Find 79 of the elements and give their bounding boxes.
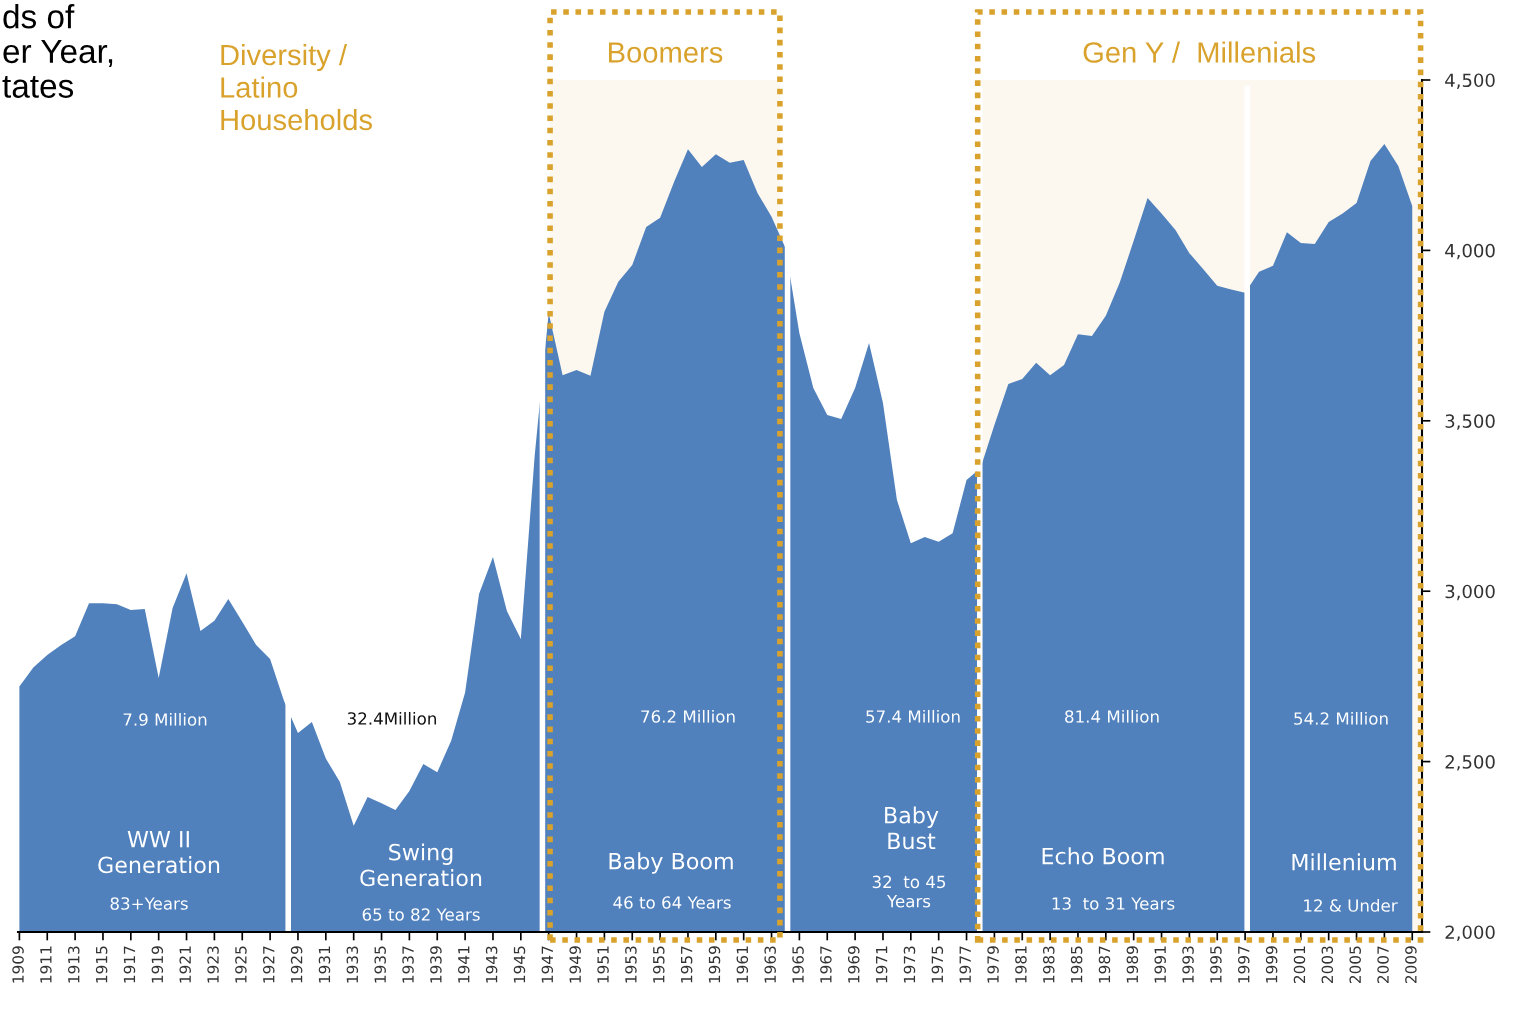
x-tick-label: 1911 <box>40 946 52 983</box>
x-tick-label: 2005 <box>1349 946 1361 983</box>
x-tick-label: 1925 <box>235 946 247 983</box>
x-tick-label: 1957 <box>680 946 693 983</box>
x-tick-label: 1973 <box>903 946 916 983</box>
x-tick-label: 1923 <box>207 946 219 983</box>
annotation: 81.4 Million <box>1065 709 1159 723</box>
x-tick-label: 1913 <box>67 946 80 983</box>
x-tick-label: 1981 <box>1015 946 1027 983</box>
annotation: 32.4Million <box>347 711 436 725</box>
y-tick-label: 2,500 <box>1445 755 1495 771</box>
x-tick-label: 1937 <box>402 946 414 983</box>
annotation: Diversity / Latino Households <box>221 43 372 131</box>
x-tick-label: 1953 <box>625 946 637 983</box>
x-tick-label: 1949 <box>569 946 581 983</box>
x-tick-label: 1909 <box>12 946 24 983</box>
annotation: Echo Boom <box>1042 847 1164 865</box>
band-label: Gen Y / Millenials <box>1083 41 1316 63</box>
y-tick-label: 2,000 <box>1445 925 1495 941</box>
x-tick-label: 2009 <box>1405 946 1417 983</box>
x-tick-label: 1961 <box>736 946 749 983</box>
annotation: 83+Years <box>110 897 188 910</box>
x-tick-label: 1975 <box>931 946 944 983</box>
x-tick-label: 2007 <box>1377 946 1389 983</box>
x-tick-label: 1927 <box>262 946 275 983</box>
annotation: 76.2 Million <box>641 709 735 723</box>
x-tick-label: 1935 <box>374 946 386 983</box>
annotation: 12 & Under <box>1304 898 1398 912</box>
chart-title: ds of er Year, tates <box>2 4 113 98</box>
annotation: 13 to 31 Years <box>1052 897 1175 910</box>
x-tick-label: 1995 <box>1210 946 1222 983</box>
annotation: Baby Boom <box>609 852 733 874</box>
x-tick-label: 1997 <box>1237 946 1250 983</box>
x-tick-label: 1977 <box>959 946 971 983</box>
x-tick-label: 1993 <box>1182 946 1194 983</box>
x-tick-label: 2003 <box>1321 946 1334 983</box>
x-tick-label: 1931 <box>318 946 331 983</box>
x-tick-label: 1987 <box>1098 946 1111 983</box>
x-tick-label: 1939 <box>430 946 442 983</box>
band-label: Boomers <box>609 42 723 63</box>
x-tick-label: 2001 <box>1293 946 1306 983</box>
x-tick-label: 1929 <box>290 946 303 983</box>
annotation: WW II Generation <box>98 831 220 874</box>
y-tick-label: 4,000 <box>1445 243 1495 260</box>
x-tick-label: 1945 <box>513 946 526 983</box>
x-tick-label: 1921 <box>179 946 191 983</box>
x-tick-label: 1983 <box>1042 946 1055 983</box>
y-tick-label: 3,000 <box>1445 584 1495 601</box>
x-tick-label: 1969 <box>847 946 860 983</box>
annotation: Swing Generation <box>360 843 482 887</box>
x-tick-label: 1917 <box>123 946 136 983</box>
x-tick-label: 1963 <box>764 946 776 983</box>
x-tick-label: 1933 <box>346 946 359 983</box>
x-tick-label: 1967 <box>820 946 832 983</box>
annotation: 65 to 82 Years <box>362 908 480 921</box>
annotation: Baby Bust <box>885 806 939 850</box>
annotation: 57.4 Million <box>866 709 960 723</box>
annotation: 7.9 Million <box>123 712 207 726</box>
y-tick-label: 3,500 <box>1445 414 1495 430</box>
x-tick-label: 1965 <box>792 946 804 983</box>
x-tick-label: 1991 <box>1154 946 1166 983</box>
annotation: Millenium <box>1292 853 1396 871</box>
x-tick-label: 1989 <box>1126 946 1139 983</box>
x-tick-label: 1943 <box>485 946 498 983</box>
x-tick-label: 1999 <box>1265 946 1278 983</box>
x-tick-label: 1979 <box>987 946 999 983</box>
annotation: 32 to 45 Years <box>872 875 946 908</box>
x-tick-label: 1915 <box>95 946 108 983</box>
x-tick-label: 1941 <box>457 946 470 983</box>
x-tick-label: 1971 <box>875 946 888 983</box>
x-tick-label: 1955 <box>652 946 665 983</box>
x-tick-label: 1919 <box>151 946 164 983</box>
x-tick-label: 1985 <box>1070 946 1083 983</box>
annotation: 54.2 Million <box>1294 711 1388 725</box>
annotation: 46 to 64 Years <box>613 896 731 909</box>
x-tick-label: 1951 <box>597 946 609 983</box>
x-tick-label: 1947 <box>541 946 554 983</box>
x-tick-label: 1959 <box>708 946 721 983</box>
y-tick-label: 4,500 <box>1445 73 1495 89</box>
